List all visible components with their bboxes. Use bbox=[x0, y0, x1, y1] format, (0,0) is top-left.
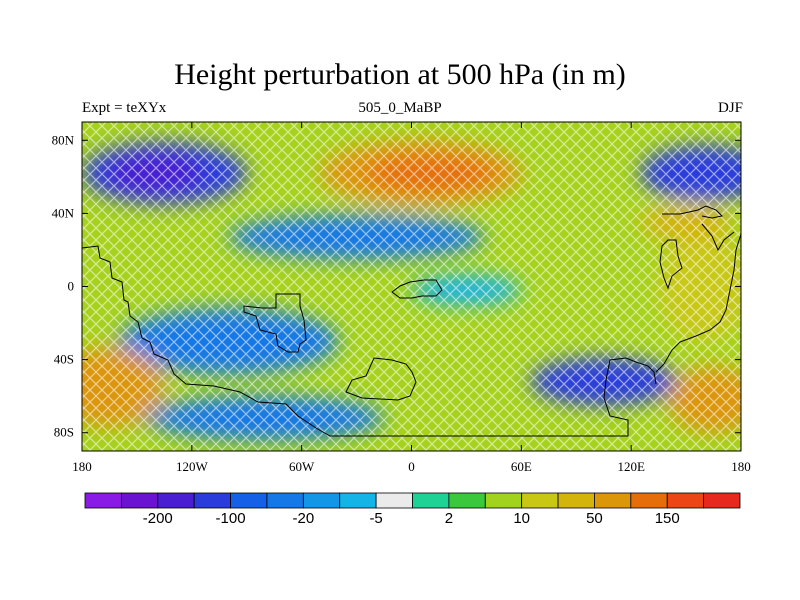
colorbar-box bbox=[484, 492, 523, 509]
colorbar-box bbox=[412, 492, 450, 509]
colorbar-box bbox=[703, 492, 741, 509]
coastline-antarctic-lobe bbox=[345, 357, 417, 401]
colorbar-box bbox=[302, 492, 341, 509]
colorbar-box bbox=[120, 492, 159, 509]
colorbar-label: 10 bbox=[513, 510, 530, 527]
experiment-label: Expt = teXYx bbox=[82, 100, 167, 116]
colorbar-box bbox=[666, 492, 705, 509]
map-axes: 180 120W 60W 0 60E 120E 180 80N 40N 0 40S 80S bbox=[52, 122, 751, 474]
x-tick-label: 180 bbox=[731, 459, 751, 474]
x-tick-label: 120W bbox=[176, 459, 209, 474]
colorbar-box bbox=[375, 492, 413, 509]
x-tick-label: 60W bbox=[289, 459, 315, 474]
coastline-pacific-south bbox=[701, 223, 735, 252]
coastlines bbox=[82, 205, 741, 437]
colorbar-box bbox=[521, 492, 559, 509]
x-tick-label: 180 bbox=[72, 459, 92, 474]
y-tick-label: 40S bbox=[54, 352, 74, 367]
x-tick-label: 0 bbox=[408, 459, 415, 474]
y-tick-label: 0 bbox=[68, 279, 75, 294]
y-tick-label: 80S bbox=[54, 425, 74, 440]
x-tick-label: 60E bbox=[511, 459, 532, 474]
season-label: DJF bbox=[717, 100, 743, 116]
colorbar-box bbox=[157, 492, 195, 509]
colorbar-box bbox=[594, 492, 632, 509]
map-plot-area bbox=[82, 122, 741, 451]
colorbar-label: -200 bbox=[143, 510, 173, 527]
chart-title: Height perturbation at 500 hPa (in m) bbox=[174, 58, 626, 91]
colorbar-box bbox=[266, 492, 304, 509]
x-tick-label: 120E bbox=[617, 459, 645, 474]
run-label: 505_0_MaBP bbox=[358, 100, 442, 116]
coastline-europe-africa bbox=[243, 293, 307, 353]
colorbar-label: 2 bbox=[445, 510, 453, 527]
colorbar-label: -20 bbox=[292, 510, 314, 527]
colorbar-label: -5 bbox=[369, 510, 382, 527]
colorbar-box bbox=[230, 492, 268, 509]
colorbar-label: 150 bbox=[655, 510, 680, 527]
y-tick-label: 80N bbox=[52, 132, 75, 147]
colorbar-box bbox=[193, 492, 231, 509]
colorbar-label: -100 bbox=[216, 510, 246, 527]
colorbar-box bbox=[557, 492, 595, 509]
coastline-north-east bbox=[662, 205, 724, 219]
colorbar-box bbox=[448, 492, 486, 509]
y-tick-label: 40N bbox=[52, 205, 75, 220]
colorbar-box bbox=[339, 492, 377, 509]
colorbar-label: 50 bbox=[586, 510, 603, 527]
coastline-asia-east bbox=[655, 233, 741, 373]
coastline-pacific-islands bbox=[659, 239, 683, 290]
hatch-overlay bbox=[82, 122, 741, 451]
colorbar-box bbox=[630, 492, 668, 509]
coastline-island-center bbox=[391, 279, 443, 299]
coastline-americas bbox=[82, 245, 657, 437]
colorbar: -200 -100 -20 -5 2 10 50 150 bbox=[84, 492, 741, 527]
colorbar-box bbox=[84, 492, 122, 509]
